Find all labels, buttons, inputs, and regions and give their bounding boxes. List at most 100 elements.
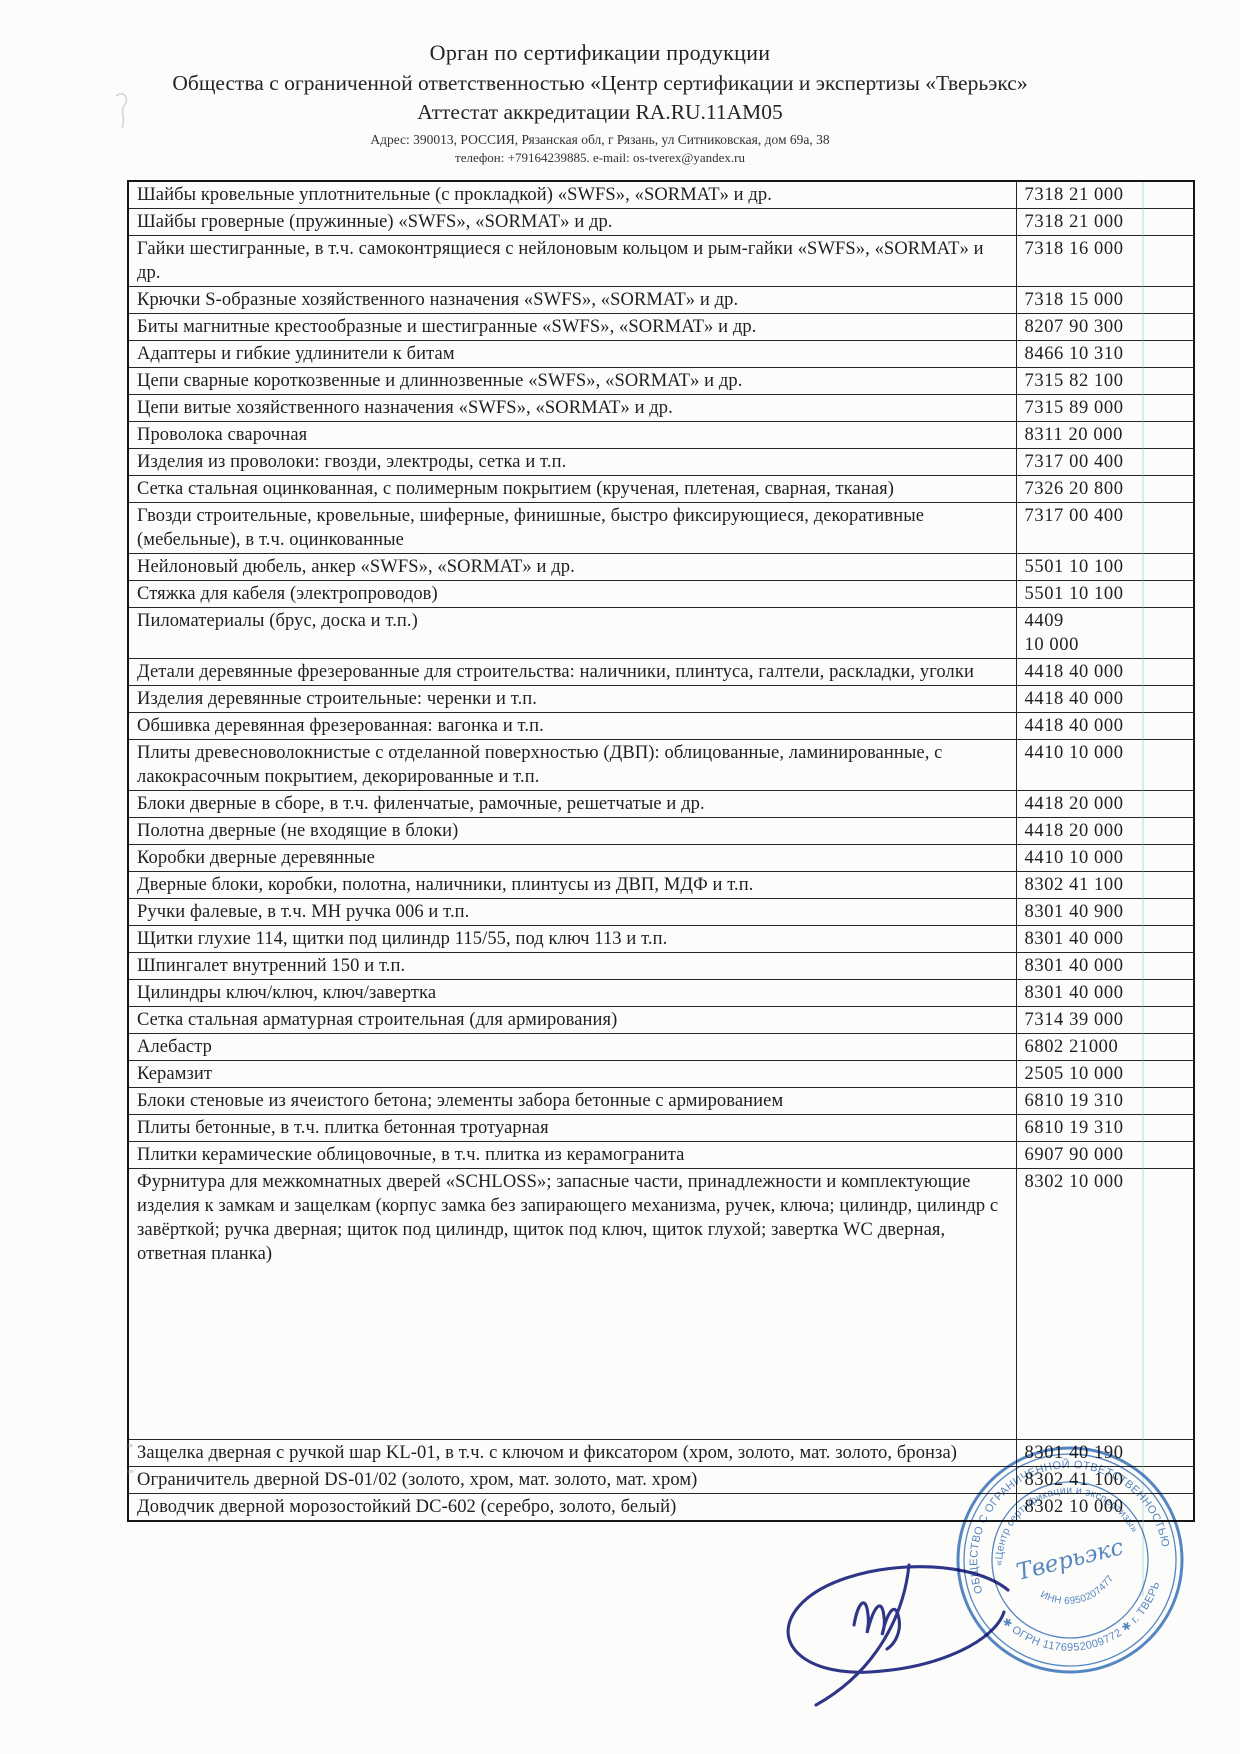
tnved-code-cell: 8301 40 000 xyxy=(1015,979,1195,1007)
tnved-code-cell: 7317 00 400 xyxy=(1015,502,1195,554)
tnved-code-cell: 4410 10 000 xyxy=(1015,739,1195,791)
tnved-code-cell: 8302 10 000 xyxy=(1015,1168,1195,1440)
product-description-cell: Алебастр xyxy=(127,1033,1017,1061)
header-org-type: Орган по сертификации продукции xyxy=(429,40,771,65)
table-row: Доводчик дверной морозостойкий DC-602 (с… xyxy=(127,1493,1195,1522)
product-description-cell: Ограничитель дверной DS-01/02 (золото, х… xyxy=(127,1466,1017,1494)
table-row: Детали деревянные фрезерованные для стро… xyxy=(127,658,1195,686)
table-row: Блоки дверные в сборе, в т.ч. филенчатые… xyxy=(127,790,1195,818)
tnved-code-cell: 6802 21000 xyxy=(1015,1033,1195,1061)
table-row: Шпингалет внутренний 150 и т.п. 8301 40 0… xyxy=(127,952,1195,980)
tnved-code-cell: 8302 41 100 xyxy=(1015,1466,1195,1494)
table-row: Стяжка для кабеля (электропроводов) 5501 … xyxy=(127,580,1195,608)
stamp-rings xyxy=(956,1446,1184,1674)
product-description-cell: Гайки шестигранные, в т.ч. самоконтрящие… xyxy=(127,235,1017,287)
header-org-name: Общества с ограниченной ответственностью… xyxy=(172,71,1028,95)
table-row: Обшивка деревянная фрезерованная: вагонк… xyxy=(127,712,1195,740)
table-row: Адаптеры и гибкие удлинители к битам 8466… xyxy=(127,340,1195,368)
table-row: Нейлоновый дюбель, анкер «SWFS», «SORMAT… xyxy=(127,553,1195,581)
product-description-cell: Гвозди строительные, кровельные, шиферны… xyxy=(127,502,1017,554)
table-row: Гайки шестигранные, в т.ч. самоконтрящие… xyxy=(127,235,1195,287)
table-row: Биты магнитные крестообразные и шестигра… xyxy=(127,313,1195,341)
tnved-code-cell: 8301 40 000 xyxy=(1015,925,1195,953)
tnved-code-cell: 7317 00 400 xyxy=(1015,448,1195,476)
tnved-code-cell: 4418 40 000 xyxy=(1015,658,1195,686)
table-row: Плиты бетонные, в т.ч. плитка бетонная т… xyxy=(127,1114,1195,1142)
product-description-cell: Проволока сварочная xyxy=(127,421,1017,449)
table-row: Коробки дверные деревянные 4410 10 000 xyxy=(127,844,1195,872)
table-row: Керамзит 2505 10 000 xyxy=(127,1060,1195,1088)
product-description-cell: Изделия из проволоки: гвозди, электроды,… xyxy=(127,448,1017,476)
table-row: Крючки S-образные хозяйственного назначе… xyxy=(127,286,1195,314)
product-description-cell: Плиты древесноволокнистые с отделанной п… xyxy=(127,739,1017,791)
table-row: Ограничитель дверной DS-01/02 (золото, х… xyxy=(127,1466,1195,1494)
tnved-code-cell: 8302 41 100 xyxy=(1015,871,1195,899)
table-row: Цепи витые хозяйственного назначения «SW… xyxy=(127,394,1195,422)
product-description-cell: Плиты бетонные, в т.ч. плитка бетонная т… xyxy=(127,1114,1017,1142)
product-description-cell: Шайбы гроверные (пружинные) «SWFS», «SOR… xyxy=(127,208,1017,236)
product-description-cell: Цилиндры ключ/ключ, ключ/завертка xyxy=(127,979,1017,1007)
product-description-cell: Плитки керамические облицовочные, в т.ч.… xyxy=(127,1141,1017,1169)
tnved-code-cell: 7326 20 800 xyxy=(1015,475,1195,503)
tnved-code-cell: 8207 90 300 xyxy=(1015,313,1195,341)
header-contact: телефон: +79164239885. e-mail: os-tverex… xyxy=(455,150,745,165)
table-row: Сетка стальная арматурная строительная (… xyxy=(127,1006,1195,1034)
tnved-code-cell: 5501 10 100 xyxy=(1015,553,1195,581)
product-codes-table: Шайбы кровельные уплотнительные (с прокл… xyxy=(127,180,1195,1522)
document-header: Орган по сертификации продукции Общества… xyxy=(0,40,1200,166)
product-description-cell: Защелка дверная с ручкой шар KL-01, в т.… xyxy=(127,1439,1017,1467)
product-description-cell: Изделия деревянные строительные: черенки… xyxy=(127,685,1017,713)
tnved-code-cell: 4418 20 000 xyxy=(1015,817,1195,845)
product-description-cell: Щитки глухие 114, щитки под цилиндр 115/… xyxy=(127,925,1017,953)
tnved-code-cell: 8301 40 000 xyxy=(1015,952,1195,980)
tnved-code-cell: 8301 40 900 xyxy=(1015,898,1195,926)
tnved-code-cell: 4409 10 000 xyxy=(1015,607,1195,659)
table-row: Блоки стеновые из ячеистого бетона; элем… xyxy=(127,1087,1195,1115)
tnved-code-cell: 2505 10 000 xyxy=(1015,1060,1195,1088)
table-row: Щитки глухие 114, щитки под цилиндр 115/… xyxy=(127,925,1195,953)
table-row: Шайбы гроверные (пружинные) «SWFS», «SOR… xyxy=(127,208,1195,236)
product-description-cell: Блоки стеновые из ячеистого бетона; элем… xyxy=(127,1087,1017,1115)
table-row: Изделия деревянные строительные: черенки… xyxy=(127,685,1195,713)
product-description-cell: Ручки фалевые, в т.ч. МН ручка 006 и т.п… xyxy=(127,898,1017,926)
product-description-cell: Сетка стальная арматурная строительная (… xyxy=(127,1006,1017,1034)
tnved-code-cell: 5501 10 100 xyxy=(1015,580,1195,608)
tnved-code-cell: 7318 15 000 xyxy=(1015,286,1195,314)
product-description-cell: Нейлоновый дюбель, анкер «SWFS», «SORMAT… xyxy=(127,553,1017,581)
header-address: Адрес: 390013, РОССИЯ, Рязанская обл, г … xyxy=(370,132,830,147)
product-table-body: Шайбы кровельные уплотнительные (с прокл… xyxy=(127,180,1195,1522)
product-description-cell: Шпингалет внутренний 150 и т.п. xyxy=(127,952,1017,980)
header-accreditation: Аттестат аккредитации RA.RU.11AM05 xyxy=(417,100,783,124)
product-description-cell: Блоки дверные в сборе, в т.ч. филенчатые… xyxy=(127,790,1017,818)
product-description-cell: Доводчик дверной морозостойкий DC-602 (с… xyxy=(127,1493,1017,1522)
tnved-code-cell: 7318 16 000 xyxy=(1015,235,1195,287)
product-description-cell: Пиломатериалы (брус, доска и т.п.) xyxy=(127,607,1017,659)
tnved-code-cell: 7318 21 000 xyxy=(1015,208,1195,236)
product-description-cell: Обшивка деревянная фрезерованная: вагонк… xyxy=(127,712,1017,740)
table-row: Алебастр 6802 21000 xyxy=(127,1033,1195,1061)
tnved-code-cell: 4410 10 000 xyxy=(1015,844,1195,872)
tnved-code-cell: 6907 90 000 xyxy=(1015,1141,1195,1169)
table-row: Цилиндры ключ/ключ, ключ/завертка 8301 40… xyxy=(127,979,1195,1007)
tnved-code-cell: 6810 19 310 xyxy=(1015,1114,1195,1142)
product-description-cell: Дверные блоки, коробки, полотна, налични… xyxy=(127,871,1017,899)
tnved-code-cell: 7318 21 000 xyxy=(1015,180,1195,209)
table-row: Цепи сварные короткозвенные и длиннозвен… xyxy=(127,367,1195,395)
tnved-code-cell: 6810 19 310 xyxy=(1015,1087,1195,1115)
table-row: Плиты древесноволокнистые с отделанной п… xyxy=(127,739,1195,791)
table-row: Гвозди строительные, кровельные, шиферны… xyxy=(127,502,1195,554)
table-row: Изделия из проволоки: гвозди, электроды,… xyxy=(127,448,1195,476)
tnved-code-cell: 7314 39 000 xyxy=(1015,1006,1195,1034)
table-row: Пиломатериалы (брус, доска и т.п.) 4409 1… xyxy=(127,607,1195,659)
tnved-code-cell: 7315 82 100 xyxy=(1015,367,1195,395)
tnved-code-cell: 7315 89 000 xyxy=(1015,394,1195,422)
product-description-cell: Керамзит xyxy=(127,1060,1017,1088)
table-row: Полотна дверные (не входящие в блоки) 441… xyxy=(127,817,1195,845)
table-row: Плитки керамические облицовочные, в т.ч.… xyxy=(127,1141,1195,1169)
product-description-cell: Адаптеры и гибкие удлинители к битам xyxy=(127,340,1017,368)
scanner-streak-artifact xyxy=(1142,182,1144,1596)
table-row: Дверные блоки, коробки, полотна, налични… xyxy=(127,871,1195,899)
product-description-cell: Шайбы кровельные уплотнительные (с прокл… xyxy=(127,180,1017,209)
tnved-code-cell: 8466 10 310 xyxy=(1015,340,1195,368)
